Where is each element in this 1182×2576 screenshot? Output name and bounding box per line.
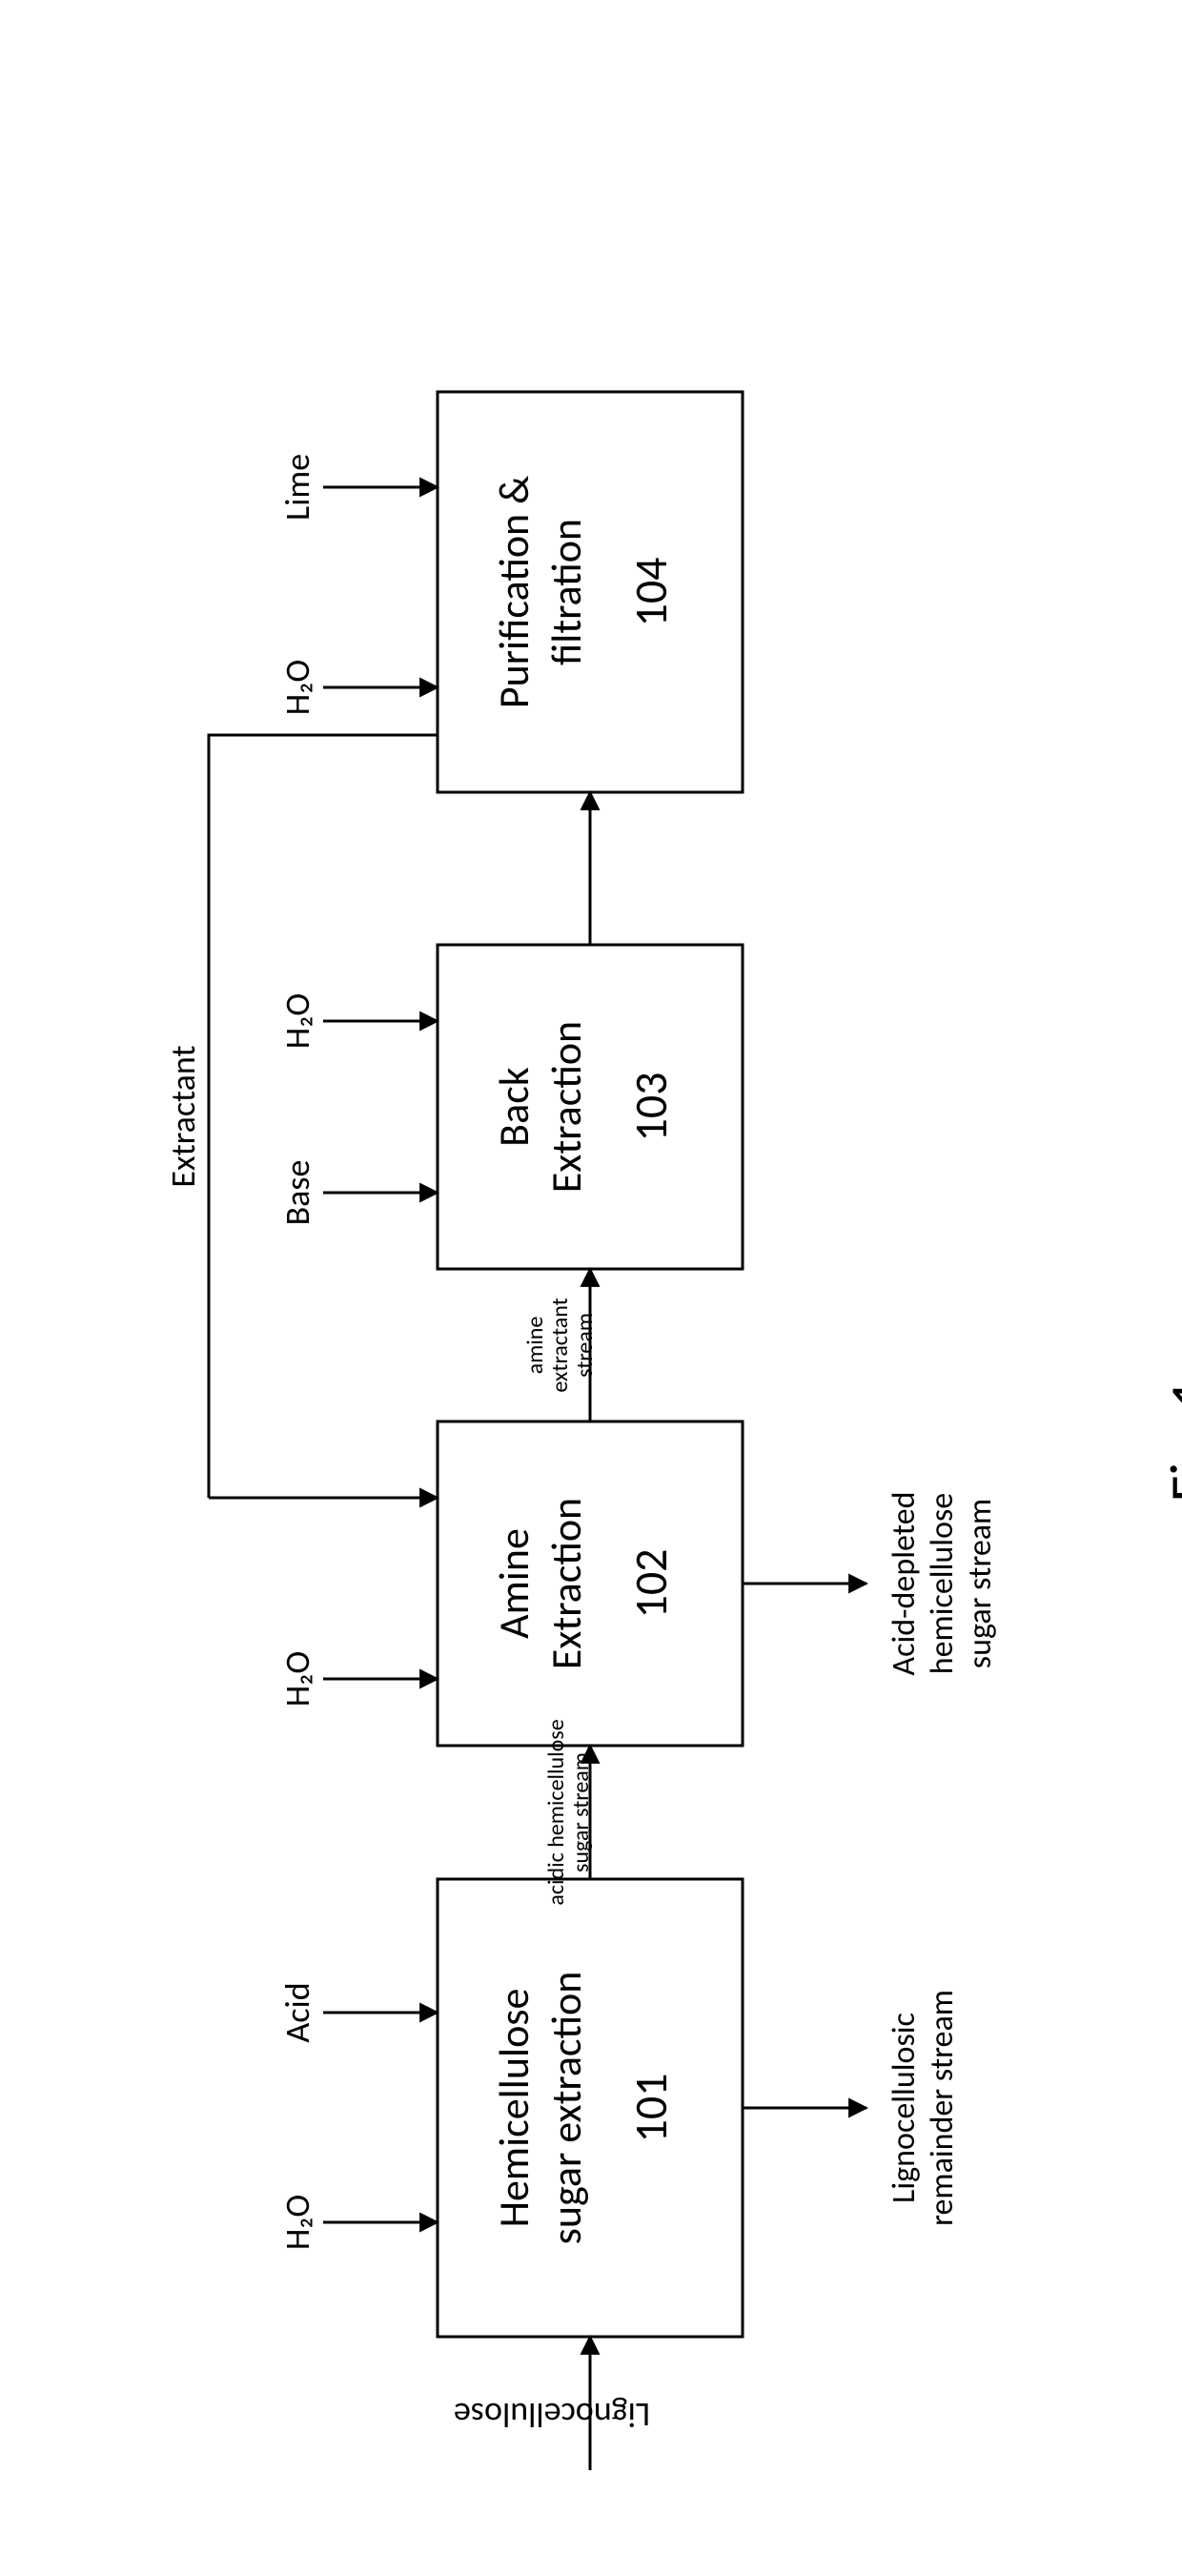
box-103: Back Extraction 103: [438, 945, 743, 1269]
box-103-num: 103: [622, 1073, 679, 1142]
label-h2o-101: H₂O: [276, 2195, 318, 2250]
box-104-title-l1: Purification &: [488, 476, 540, 708]
label-out2-l2: hemicellulose: [923, 1493, 962, 1674]
label-out2-l3: sugar stream: [961, 1499, 1000, 1668]
label-acid-101: Acid: [276, 1982, 318, 2042]
label-out1-l2: remainder stream: [923, 1990, 962, 2226]
label-stream2-l1: amine: [521, 1317, 549, 1375]
label-stream1-l1: acidic hemicellulose: [542, 1719, 570, 1905]
label-lime-104: Lime: [276, 454, 318, 521]
label-recycle: Extractant: [162, 1045, 204, 1187]
box-102-title-l1: Amine: [488, 1528, 540, 1639]
box-102-num: 102: [622, 1549, 679, 1619]
box-103-title-l1: Back: [488, 1067, 540, 1147]
box-101-title-l2: sugar extraction: [540, 1972, 592, 2245]
label-h2o-102: H₂O: [276, 1651, 318, 1707]
label-h2o-104: H₂O: [276, 660, 318, 715]
label-stream2-l3: stream: [571, 1313, 599, 1378]
flowchart: Hemicellulose sugar extraction 101 Amine…: [162, 392, 1182, 2470]
box-101: Hemicellulose sugar extraction 101: [438, 1879, 743, 2337]
label-base-103: Base: [276, 1160, 318, 1226]
box-102-title-l2: Extraction: [540, 1498, 592, 1669]
box-104-title-l2: filtration: [540, 519, 592, 665]
label-stream1-l2: sugar stream: [567, 1752, 595, 1872]
box-104: Purification & filtration 104: [438, 392, 743, 792]
label-lignocellulose: Lignocellulose: [454, 2394, 650, 2436]
label-h2o-103: H₂O: [276, 993, 318, 1049]
recycle-line: [209, 735, 438, 1498]
label-out2-l1: Acid-depleted: [885, 1491, 924, 1675]
box-102: Amine Extraction 102: [438, 1421, 743, 1746]
figure-label: Fig. 1: [1156, 1380, 1182, 1503]
label-out1-l1: Lignocellulosic: [885, 2013, 924, 2203]
label-stream2-l2: extractant: [546, 1298, 574, 1392]
box-103-title-l2: Extraction: [540, 1021, 592, 1193]
box-104-num: 104: [622, 558, 679, 627]
box-101-title-l1: Hemicellulose: [488, 1989, 540, 2228]
box-101-num: 101: [622, 2074, 679, 2143]
diagram-canvas: Hemicellulose sugar extraction 101 Amine…: [0, 0, 1182, 2576]
